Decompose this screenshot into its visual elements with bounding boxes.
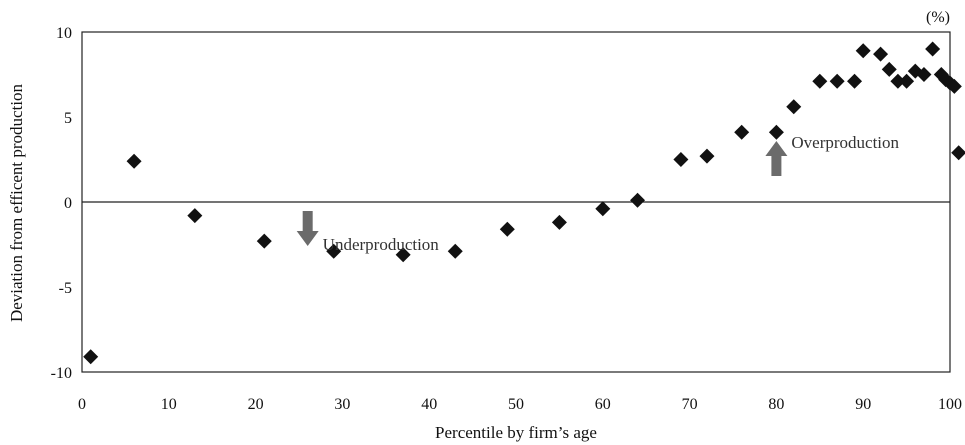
- data-point: [916, 67, 932, 82]
- data-point: [946, 78, 962, 94]
- data-points: [83, 41, 965, 365]
- data-point: [855, 43, 871, 59]
- x-tick-label: 70: [682, 396, 698, 413]
- data-point: [595, 201, 611, 217]
- x-tick-label: 40: [421, 396, 437, 413]
- x-tick-label: 60: [595, 396, 611, 413]
- x-tick-label: 80: [768, 396, 784, 413]
- data-point: [829, 73, 845, 89]
- y-tick-label: 5: [64, 110, 72, 127]
- x-tick-label: 90: [855, 396, 871, 413]
- data-point: [126, 153, 142, 169]
- data-point: [83, 349, 99, 365]
- annotation-arrow: [765, 141, 788, 176]
- data-point: [326, 243, 342, 259]
- data-point: [951, 145, 965, 161]
- x-tick-label: 0: [78, 396, 86, 413]
- data-point: [890, 73, 906, 89]
- data-point: [873, 46, 889, 62]
- data-point: [881, 61, 897, 77]
- annotation-label: Overproduction: [791, 133, 899, 152]
- data-point: [847, 73, 863, 89]
- data-point: [925, 41, 941, 57]
- annotation-label: Underproduction: [323, 235, 440, 254]
- data-point: [256, 233, 272, 249]
- y-tick-label: -10: [51, 365, 72, 382]
- x-tick-label: 100: [938, 396, 962, 413]
- x-tick-label: 50: [508, 396, 524, 413]
- x-tick-label: 30: [334, 396, 350, 413]
- y-tick-label: 0: [64, 195, 72, 212]
- data-point: [395, 247, 411, 263]
- data-point: [187, 208, 203, 224]
- annotation-arrow: [296, 211, 319, 246]
- annotations: Underproduction Overproduction: [296, 133, 900, 254]
- data-point: [899, 73, 915, 89]
- data-point: [447, 243, 463, 259]
- data-point: [699, 148, 715, 164]
- x-axis-title: Percentile by firm’s age: [435, 423, 597, 442]
- data-point: [786, 99, 802, 115]
- x-tick-labels: 0 10 20 30 40 50 60 70 80 90 100: [78, 396, 962, 413]
- x-tick-label: 10: [161, 396, 177, 413]
- y-tick-labels: -10 -5 0 5 10: [51, 25, 72, 382]
- data-point: [734, 124, 750, 140]
- y-axis-title: Deviation from efficent production: [7, 83, 26, 322]
- y-tick-label: -5: [59, 280, 72, 297]
- y-tick-label: 10: [56, 25, 72, 42]
- data-point: [768, 124, 784, 140]
- x-tick-label: 20: [248, 396, 264, 413]
- data-point: [499, 221, 515, 237]
- data-point: [812, 73, 828, 89]
- data-point: [551, 214, 567, 230]
- data-point: [630, 192, 646, 208]
- data-point: [673, 152, 689, 167]
- unit-label: (%): [926, 9, 950, 26]
